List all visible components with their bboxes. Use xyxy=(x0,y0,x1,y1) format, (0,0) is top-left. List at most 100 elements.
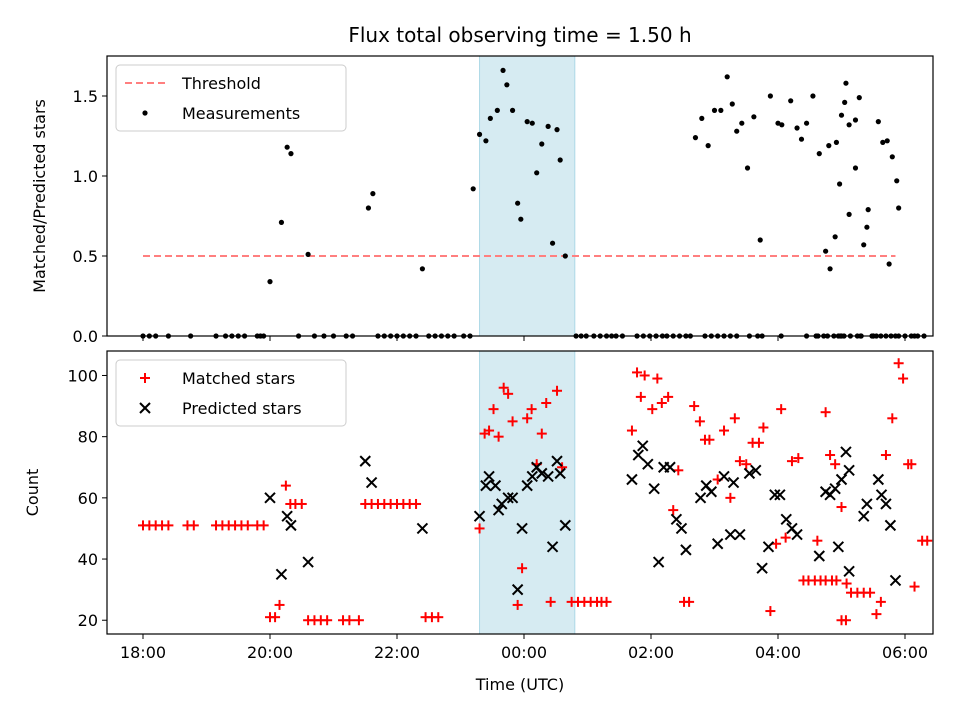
predicted-star-mark-b xyxy=(724,528,737,541)
matched-star-point xyxy=(865,587,876,598)
measurement-point xyxy=(476,131,483,137)
predicted-star-mark-b xyxy=(861,498,873,510)
predicted-star-mark-b xyxy=(530,461,543,473)
measurement-point xyxy=(483,138,489,144)
predicted-star-mark-b xyxy=(872,473,885,486)
predicted-star-point xyxy=(536,467,548,480)
predicted-star-point xyxy=(734,528,746,541)
matched-star-point xyxy=(776,404,787,415)
measurement-point xyxy=(810,93,816,99)
predicted-star-mark-b xyxy=(551,455,563,467)
matched-star-point xyxy=(258,520,269,531)
measurement-point xyxy=(838,112,845,118)
predicted-star-mark-b xyxy=(762,541,775,553)
matched-star-point xyxy=(694,416,705,427)
measurement-point xyxy=(504,82,510,88)
matched-star-point xyxy=(512,599,523,610)
highlight-span xyxy=(479,350,576,635)
measurement-point xyxy=(803,120,810,126)
measurement-point xyxy=(798,136,805,142)
predicted-star-point xyxy=(743,467,756,480)
predicted-star-mark-b xyxy=(734,528,746,541)
predicted-star-point xyxy=(492,504,505,516)
predicted-star-point xyxy=(473,510,486,522)
predicted-star-mark-b xyxy=(786,522,798,535)
y-tick-label: 100 xyxy=(67,366,98,385)
measurement-point xyxy=(779,122,785,128)
predicted-star-point xyxy=(359,455,371,467)
predicted-star-point xyxy=(285,519,297,532)
measurement-point xyxy=(419,266,425,272)
matched-star-point xyxy=(922,535,933,546)
matched-star-point xyxy=(498,382,509,393)
matched-star-point xyxy=(296,498,307,509)
measurement-point xyxy=(734,128,740,134)
predicted-star-mark-b xyxy=(858,510,870,522)
measurement-point xyxy=(832,234,838,240)
predicted-star-mark-b xyxy=(502,492,514,504)
matched-star-point xyxy=(242,520,253,531)
matched-star-point xyxy=(322,615,333,626)
predicted-star-point xyxy=(502,492,514,504)
predicted-star-point xyxy=(521,479,533,492)
predicted-star-point xyxy=(264,492,276,504)
measurement-point xyxy=(833,139,840,145)
predicted-star-point xyxy=(875,489,888,501)
matched-star-point xyxy=(639,370,650,381)
predicted-star-point xyxy=(750,464,762,477)
measurement-point xyxy=(729,101,735,107)
predicted-star-point xyxy=(511,583,524,596)
measurement-point xyxy=(305,251,311,257)
measurement-point xyxy=(494,107,500,113)
matched-star-point xyxy=(526,404,537,415)
predicted-star-mark-b xyxy=(769,489,781,501)
predicted-star-mark-b xyxy=(302,556,314,568)
measurement-point xyxy=(827,266,833,272)
matched-star-point xyxy=(163,520,174,531)
measurement-point xyxy=(554,127,560,133)
measurement-point xyxy=(880,139,886,145)
measurement-point xyxy=(370,191,376,197)
matched-star-point xyxy=(541,398,552,409)
predicted-star-point xyxy=(780,513,792,525)
predicted-star-point xyxy=(724,528,737,541)
predicted-star-point xyxy=(365,476,378,489)
matched-star-point xyxy=(812,535,823,546)
x-tick-label: 20:00 xyxy=(247,643,293,662)
measurement-point xyxy=(856,95,862,101)
predicted-star-mark-b xyxy=(642,458,654,470)
predicted-star-point xyxy=(718,470,730,483)
matched-star-point xyxy=(704,434,715,445)
matched-star-point xyxy=(893,358,904,369)
predicted-star-mark-b xyxy=(835,473,848,486)
matched-star-point xyxy=(270,612,281,623)
predicted-star-mark-b xyxy=(829,482,841,495)
measurement-point xyxy=(886,261,892,267)
matched-star-point xyxy=(875,596,886,607)
predicted-star-mark-b xyxy=(359,455,371,467)
predicted-star-mark-b xyxy=(281,510,293,522)
measurement-point xyxy=(515,200,521,206)
measurement-point xyxy=(529,120,535,126)
matched-star-point xyxy=(652,373,663,384)
predicted-star-mark-b xyxy=(705,486,718,498)
matched-star-point xyxy=(734,456,745,467)
predicted-star-mark-b xyxy=(652,556,665,568)
matched-star-point xyxy=(780,532,791,543)
predicted-star-mark-b xyxy=(473,510,486,522)
predicted-star-point xyxy=(632,449,645,461)
predicted-star-point xyxy=(506,492,519,504)
predicted-star-point xyxy=(626,473,638,486)
measurement-point xyxy=(699,115,705,121)
y-tick-label: 1.0 xyxy=(73,167,98,186)
measurement-point xyxy=(724,74,730,80)
x-tick-label: 06:00 xyxy=(882,643,928,662)
measurement-point xyxy=(288,151,294,157)
predicted-star-mark-b xyxy=(526,470,538,483)
legend: Threshold Measurements xyxy=(115,64,347,132)
y-tick-label: 0.0 xyxy=(73,327,98,346)
predicted-star-point xyxy=(480,479,492,492)
matched-star-point xyxy=(280,480,291,491)
predicted-star-mark-b xyxy=(727,476,740,489)
matched-star-point xyxy=(433,612,444,623)
